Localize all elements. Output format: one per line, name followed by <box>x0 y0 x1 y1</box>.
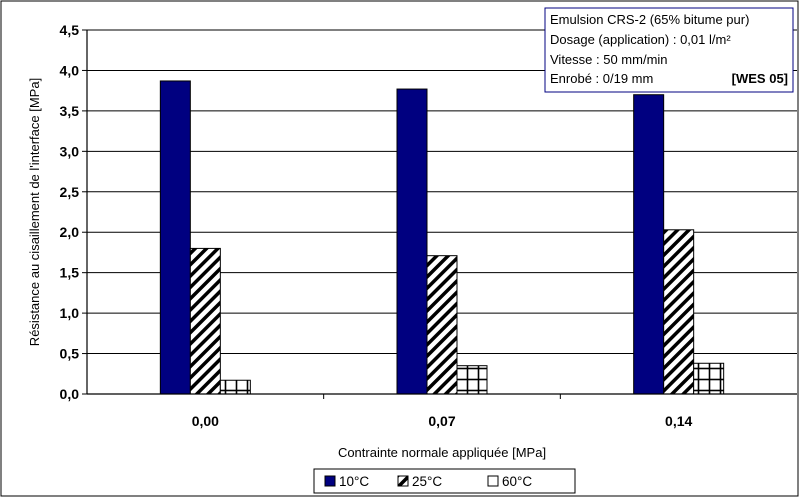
legend-frame <box>313 468 576 494</box>
bar-10c <box>396 88 428 395</box>
xtick-labels: 0,00 0,07 0,14 <box>192 413 693 429</box>
annotation-line: Vitesse : 50 mm/min <box>550 52 668 67</box>
annotation-reference: [WES 05] <box>732 71 788 86</box>
bars <box>159 80 725 395</box>
annotation-line: Dosage (application) : 0,01 l/m² <box>550 32 731 47</box>
xtick-label: 0,00 <box>192 413 219 429</box>
bar-60c <box>693 362 725 395</box>
legend-label: 60°C <box>502 474 532 489</box>
xtick-label: 0,07 <box>428 413 455 429</box>
ytick-label: 3,0 <box>60 143 80 159</box>
annotation-box: Emulsion CRS-2 (65% bitume pur) Dosage (… <box>544 7 794 93</box>
bar-60c <box>456 365 488 395</box>
y-axis-title: Résistance au cisaillement de l'interfac… <box>27 78 42 346</box>
bar-25c <box>189 247 221 395</box>
annotation-line: Enrobé : 0/19 mm <box>550 71 653 86</box>
annotation-frame <box>544 7 794 93</box>
ytick-labels: 0,0 0,5 1,0 1,5 2,0 2,5 3,0 3,5 4,0 4,5 <box>60 22 80 402</box>
xtick-label: 0,14 <box>665 413 692 429</box>
bar-25c <box>663 229 695 395</box>
bar-10c <box>633 94 665 395</box>
ytick-label: 4,5 <box>60 22 80 38</box>
ytick-label: 0,0 <box>60 386 80 402</box>
legend-label: 25°C <box>412 474 442 489</box>
ytick-label: 4,0 <box>60 62 80 78</box>
ytick-label: 2,0 <box>60 224 80 240</box>
ytick-label: 2,5 <box>60 184 80 200</box>
ytick-label: 1,0 <box>60 305 80 321</box>
legend-label: 10°C <box>339 474 369 489</box>
bar-25c <box>426 255 458 395</box>
ytick-label: 0,5 <box>60 346 80 362</box>
bar-10c <box>159 80 191 395</box>
legend-swatch-10c <box>324 475 336 487</box>
legend: 10°C 25°C 60°C <box>313 468 576 494</box>
annotation-line: Emulsion CRS-2 (65% bitume pur) <box>550 12 749 27</box>
legend-swatch-25c <box>397 475 409 487</box>
ytick-label: 3,5 <box>60 103 80 119</box>
x-axis-title: Contrainte normale appliquée [MPa] <box>338 445 546 460</box>
bar-60c <box>219 379 251 395</box>
axes <box>82 29 797 399</box>
legend-swatch-60c <box>487 475 499 487</box>
ytick-label: 1,5 <box>60 265 80 281</box>
